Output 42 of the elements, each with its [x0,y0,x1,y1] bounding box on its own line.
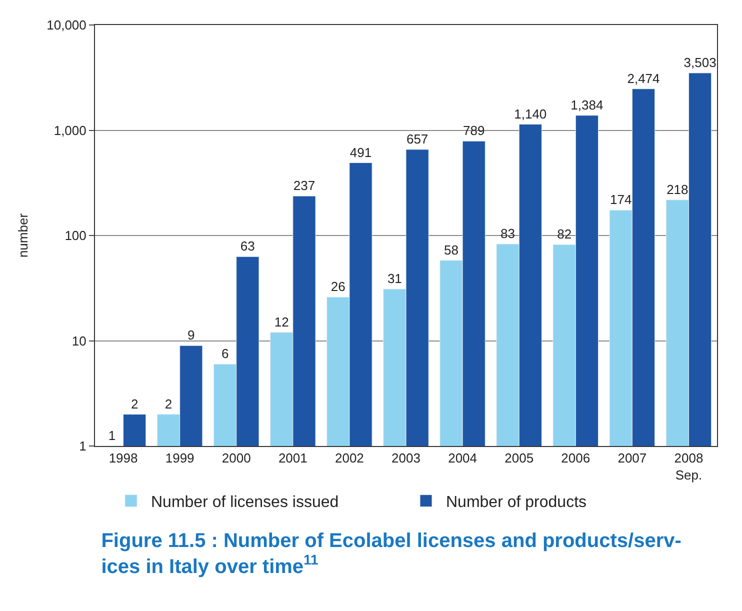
data-label: 31 [387,271,402,286]
data-label: 2,474 [627,70,660,86]
x-tick-label: 2007 [618,450,647,466]
x-tick-label: 2008 Sep. [674,450,704,482]
y-tick-label: 10,000 [46,18,86,33]
data-label: 12 [274,314,289,330]
data-label: 82 [557,226,572,242]
data-label: 2 [130,396,138,412]
data-label: 58 [444,242,458,258]
data-label: 83 [500,226,516,242]
text: Figure 11.5 : Number of Ecolabel licenses and products/serv- ices in Italy over time$^{11}$ [101,530,682,578]
data-label: 9 [188,328,195,343]
data-label: 6 [221,346,229,362]
data-label: 218 [666,182,688,197]
x-tick-label: 2004 [448,450,478,466]
data-label: 174 [610,192,632,208]
data-label: 1 [108,428,116,443]
x-tick-label: 2005 [504,450,534,466]
data-label: 3,503 [684,54,716,70]
data-label: 63 [240,238,255,254]
y-tick-label: 1 [79,438,86,454]
y-tick-label: 10 [72,333,86,348]
x-tick-label: 2006 [561,450,590,466]
data-label: 26 [330,279,346,294]
x-tick-label: 2003 [392,450,420,466]
x-tick-label: 2001 [278,450,308,466]
x-tick-label: 2000 [222,450,251,466]
legend-label: Number of products [446,494,587,512]
x-tick-label: 1998 [108,450,138,466]
x-tick-label: 2002 [334,450,364,466]
data-label: 1,140 [514,106,547,122]
x-tick-label: 1999 [165,450,194,466]
data-label: 1,384 [570,97,604,112]
legend-label: Number of licenses issued [151,494,339,512]
y-axis-title: number [16,212,31,258]
data-label: 491 [350,144,372,160]
data-label: 789 [463,123,485,138]
data-label: 657 [406,131,428,146]
data-label: 237 [293,178,316,194]
data-label: 2 [164,396,172,412]
y-tick-label: 1,000 [54,122,86,138]
y-tick-label: 100 [64,228,86,244]
